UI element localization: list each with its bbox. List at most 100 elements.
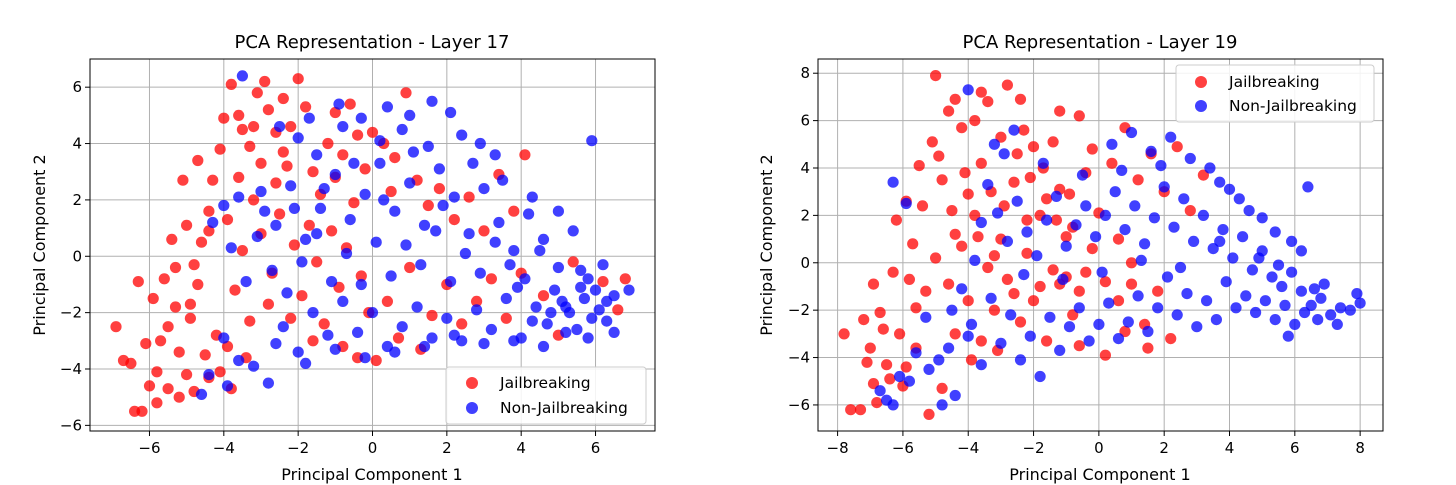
point-jailbreaking	[169, 261, 182, 274]
point-jailbreaking	[166, 233, 178, 245]
point-non-jailbreaking	[1021, 226, 1033, 238]
point-jailbreaking	[184, 298, 196, 310]
point-non-jailbreaking	[225, 242, 237, 254]
point-non-jailbreaking	[500, 292, 512, 305]
point-non-jailbreaking	[923, 363, 935, 375]
y-tick-label: −4	[788, 349, 810, 367]
point-non-jailbreaking	[1148, 212, 1160, 224]
point-jailbreaking	[998, 200, 1010, 212]
point-jailbreaking	[567, 256, 579, 268]
point-jailbreaking	[318, 318, 330, 330]
point-non-jailbreaking	[337, 295, 349, 307]
point-non-jailbreaking	[1161, 271, 1174, 283]
point-jailbreaking	[949, 93, 961, 105]
point-jailbreaking	[195, 236, 208, 248]
point-jailbreaking	[1047, 264, 1059, 276]
point-non-jailbreaking	[1201, 295, 1213, 307]
point-non-jailbreaking	[359, 188, 371, 200]
point-non-jailbreaking	[575, 281, 587, 293]
point-jailbreaking	[597, 276, 609, 288]
point-non-jailbreaking	[281, 287, 293, 299]
point-non-jailbreaking	[467, 157, 479, 169]
point-non-jailbreaking	[1155, 160, 1167, 172]
point-non-jailbreaking	[1256, 212, 1268, 224]
legend-label-non-jailbreaking: Non-Jailbreaking	[1229, 97, 1357, 115]
point-jailbreaking	[151, 366, 163, 378]
point-jailbreaking	[307, 335, 319, 347]
y-tick-label: 8	[800, 64, 810, 82]
x-tick-label: 6	[1290, 439, 1300, 457]
point-non-jailbreaking	[962, 330, 974, 342]
x-tick-label: 2	[1159, 439, 1169, 457]
point-non-jailbreaking	[1210, 314, 1222, 326]
point-non-jailbreaking	[1188, 235, 1200, 247]
point-non-jailbreaking	[998, 148, 1010, 160]
point-non-jailbreaking	[1312, 314, 1324, 326]
point-jailbreaking	[229, 284, 241, 296]
point-non-jailbreaking	[1272, 259, 1285, 271]
point-jailbreaking	[192, 278, 204, 291]
point-non-jailbreaking	[411, 301, 423, 313]
point-non-jailbreaking	[982, 179, 994, 191]
point-jailbreaking	[1014, 316, 1027, 328]
point-jailbreaking	[962, 188, 974, 200]
point-jailbreaking	[1073, 340, 1085, 352]
point-non-jailbreaking	[389, 346, 401, 358]
point-non-jailbreaking	[1351, 288, 1363, 300]
point-non-jailbreaking	[1142, 325, 1154, 338]
point-jailbreaking	[366, 126, 379, 138]
point-non-jailbreaking	[418, 219, 431, 231]
point-non-jailbreaking	[582, 332, 594, 344]
point-non-jailbreaking	[471, 304, 483, 316]
point-non-jailbreaking	[962, 84, 974, 96]
point-jailbreaking	[1073, 285, 1085, 297]
point-non-jailbreaking	[270, 338, 282, 350]
point-non-jailbreaking	[326, 276, 338, 288]
x-tick-label: −4	[957, 439, 979, 457]
point-jailbreaking	[355, 270, 367, 282]
point-non-jailbreaking	[887, 176, 899, 188]
point-jailbreaking	[995, 131, 1007, 143]
point-jailbreaking	[448, 214, 460, 226]
point-non-jailbreaking	[1119, 224, 1131, 236]
point-jailbreaking	[949, 228, 961, 240]
point-jailbreaking	[988, 304, 1001, 316]
point-non-jailbreaking	[1034, 370, 1046, 383]
point-jailbreaking	[322, 137, 334, 150]
point-jailbreaking	[192, 154, 204, 167]
point-non-jailbreaking	[1037, 157, 1049, 169]
point-non-jailbreaking	[589, 284, 602, 296]
point-non-jailbreaking	[1024, 330, 1036, 342]
point-non-jailbreaking	[195, 388, 208, 400]
point-jailbreaking	[132, 276, 144, 288]
point-jailbreaking	[1119, 325, 1131, 338]
point-jailbreaking	[930, 252, 942, 264]
point-non-jailbreaking	[1240, 290, 1252, 302]
point-jailbreaking	[1060, 231, 1072, 243]
point-non-jailbreaking	[545, 307, 557, 319]
legend: Jailbreaking Non-Jailbreaking	[445, 366, 647, 425]
point-non-jailbreaking	[1214, 176, 1226, 188]
point-jailbreaking	[136, 405, 148, 417]
point-non-jailbreaking	[1050, 190, 1062, 202]
x-tick-label: 6	[591, 439, 601, 457]
point-jailbreaking	[199, 349, 211, 361]
point-jailbreaking	[485, 273, 497, 285]
point-jailbreaking	[903, 273, 916, 285]
point-non-jailbreaking	[992, 207, 1004, 219]
point-non-jailbreaking	[489, 149, 501, 161]
point-jailbreaking	[861, 356, 873, 368]
point-jailbreaking	[1063, 188, 1076, 200]
point-non-jailbreaking	[463, 228, 475, 240]
point-non-jailbreaking	[946, 304, 958, 316]
point-jailbreaking	[162, 383, 174, 395]
point-jailbreaking	[244, 315, 256, 327]
point-jailbreaking	[151, 397, 163, 409]
point-jailbreaking	[218, 112, 230, 124]
point-jailbreaking	[292, 73, 304, 85]
point-non-jailbreaking	[221, 380, 234, 392]
point-non-jailbreaking	[985, 292, 997, 304]
point-non-jailbreaking	[352, 326, 364, 338]
point-jailbreaking	[943, 105, 955, 117]
point-jailbreaking	[277, 92, 289, 105]
